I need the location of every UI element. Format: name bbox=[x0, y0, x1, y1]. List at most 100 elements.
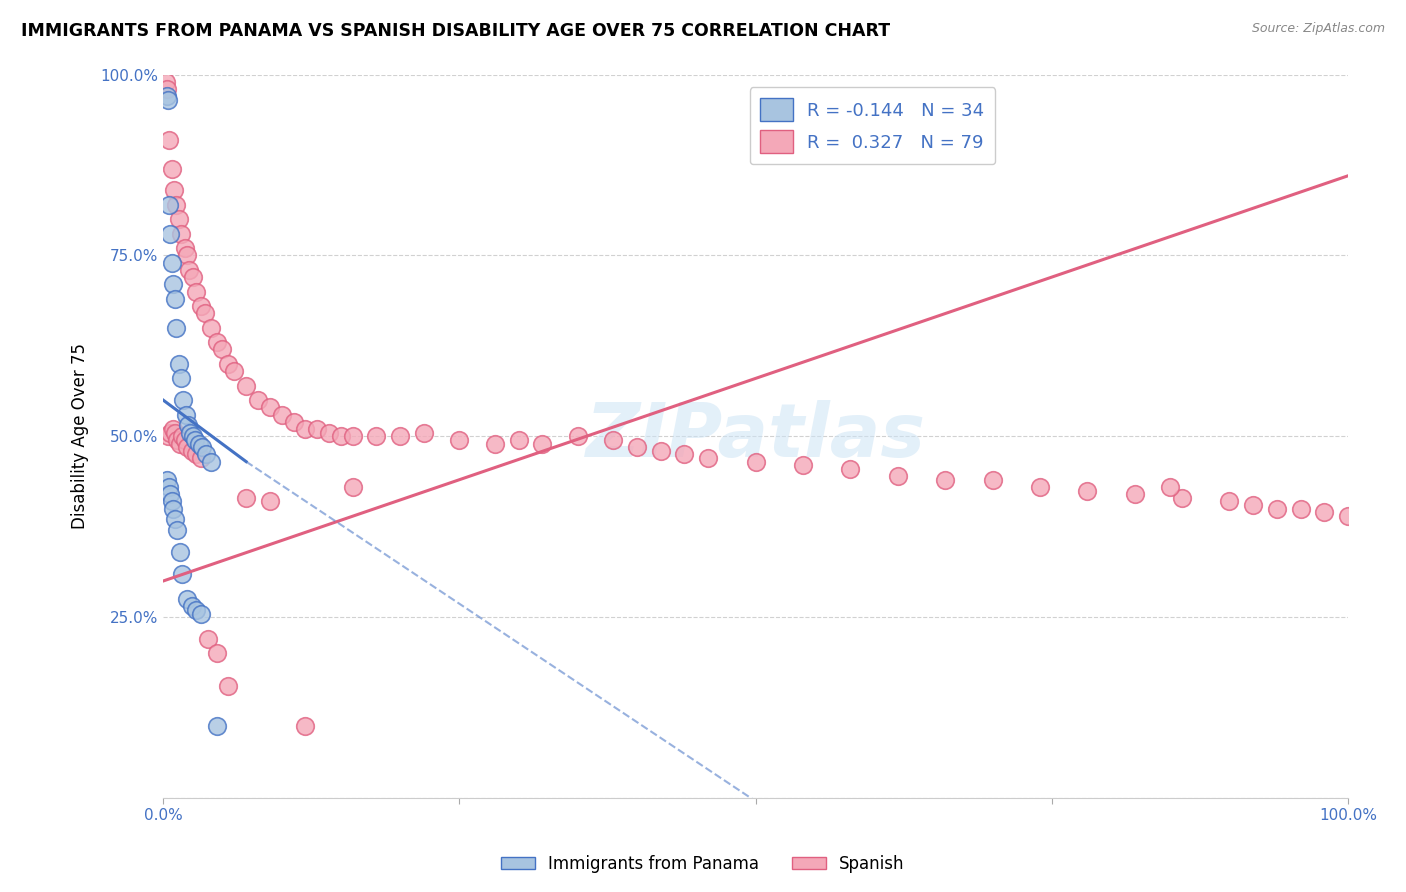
Point bbox=[1123, 487, 1146, 501]
Point bbox=[160, 255, 183, 269]
Point bbox=[190, 450, 212, 465]
Text: Source: ZipAtlas.com: Source: ZipAtlas.com bbox=[1251, 22, 1385, 36]
Point bbox=[246, 393, 269, 408]
Point bbox=[160, 494, 183, 508]
Point bbox=[156, 93, 179, 107]
Point bbox=[191, 440, 214, 454]
Point bbox=[626, 440, 648, 454]
Point bbox=[205, 719, 228, 733]
Point bbox=[839, 462, 862, 476]
Point bbox=[200, 320, 222, 334]
Point bbox=[176, 592, 198, 607]
Point bbox=[205, 646, 228, 660]
Point bbox=[484, 436, 506, 450]
Point bbox=[205, 335, 228, 350]
Point bbox=[165, 320, 187, 334]
Point bbox=[194, 306, 217, 320]
Point bbox=[211, 343, 233, 357]
Point bbox=[259, 401, 281, 415]
Point bbox=[186, 603, 208, 617]
Point bbox=[200, 455, 222, 469]
Point bbox=[173, 433, 195, 447]
Point bbox=[156, 429, 179, 443]
Point bbox=[1159, 480, 1181, 494]
Point bbox=[934, 473, 956, 487]
Point bbox=[259, 494, 281, 508]
Point bbox=[155, 75, 177, 89]
Point bbox=[342, 429, 364, 443]
Point bbox=[1218, 494, 1240, 508]
Point bbox=[697, 450, 720, 465]
Point bbox=[887, 469, 910, 483]
Point bbox=[224, 364, 246, 378]
Point bbox=[1029, 480, 1052, 494]
Point bbox=[157, 198, 180, 212]
Point bbox=[190, 607, 212, 621]
Point bbox=[389, 429, 412, 443]
Point bbox=[180, 599, 202, 614]
Point bbox=[170, 371, 193, 385]
Point bbox=[673, 447, 696, 461]
Point bbox=[159, 487, 181, 501]
Point bbox=[602, 433, 624, 447]
Point bbox=[307, 422, 329, 436]
Legend: Immigrants from Panama, Spanish: Immigrants from Panama, Spanish bbox=[495, 848, 911, 880]
Point bbox=[283, 415, 305, 429]
Point bbox=[318, 425, 340, 440]
Point bbox=[176, 440, 198, 454]
Point bbox=[165, 292, 187, 306]
Text: ZIPatlas: ZIPatlas bbox=[585, 400, 925, 473]
Point bbox=[650, 443, 672, 458]
Point bbox=[177, 418, 200, 433]
Point bbox=[165, 512, 187, 526]
Point bbox=[1313, 505, 1336, 519]
Point bbox=[294, 422, 316, 436]
Point bbox=[744, 455, 766, 469]
Point bbox=[342, 480, 364, 494]
Point bbox=[217, 679, 239, 693]
Point bbox=[169, 545, 191, 559]
Point bbox=[190, 299, 212, 313]
Point bbox=[1241, 498, 1264, 512]
Point bbox=[181, 270, 204, 285]
Point bbox=[167, 357, 190, 371]
Point bbox=[412, 425, 434, 440]
Point bbox=[981, 473, 1004, 487]
Point bbox=[159, 425, 181, 440]
Point bbox=[194, 447, 217, 461]
Point bbox=[186, 447, 208, 461]
Point bbox=[792, 458, 814, 473]
Point bbox=[173, 241, 195, 255]
Point bbox=[294, 719, 316, 733]
Point bbox=[329, 429, 352, 443]
Point bbox=[165, 425, 187, 440]
Point bbox=[1289, 501, 1312, 516]
Point bbox=[174, 408, 197, 422]
Point bbox=[156, 82, 179, 96]
Point bbox=[163, 183, 186, 197]
Point bbox=[179, 263, 201, 277]
Point bbox=[172, 393, 194, 408]
Point bbox=[162, 501, 184, 516]
Point bbox=[162, 277, 184, 292]
Point bbox=[235, 491, 257, 505]
Point bbox=[172, 566, 194, 581]
Point bbox=[235, 378, 257, 392]
Point bbox=[170, 227, 193, 241]
Point bbox=[186, 285, 208, 299]
Point bbox=[179, 425, 201, 440]
Point bbox=[160, 161, 183, 176]
Point bbox=[167, 212, 190, 227]
Point bbox=[165, 198, 187, 212]
Point bbox=[159, 227, 181, 241]
Point bbox=[166, 433, 188, 447]
Point bbox=[157, 480, 180, 494]
Point bbox=[166, 524, 188, 538]
Point bbox=[157, 133, 180, 147]
Point bbox=[169, 436, 191, 450]
Point bbox=[181, 429, 204, 443]
Y-axis label: Disability Age Over 75: Disability Age Over 75 bbox=[72, 343, 89, 529]
Point bbox=[270, 408, 292, 422]
Point bbox=[449, 433, 471, 447]
Point bbox=[366, 429, 388, 443]
